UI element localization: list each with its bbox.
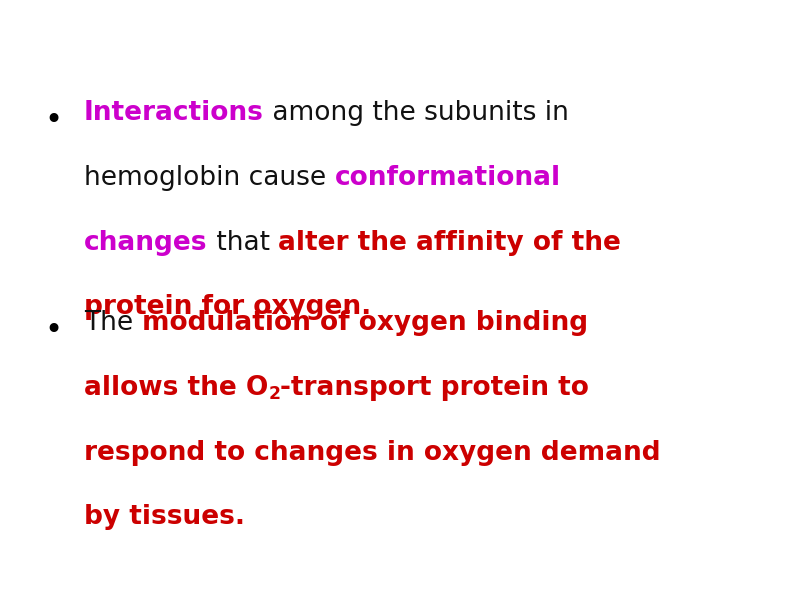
Text: allows the O: allows the O: [84, 375, 268, 401]
Text: by tissues.: by tissues.: [84, 505, 245, 530]
Text: The: The: [84, 310, 142, 336]
Text: alter the affinity of the: alter the affinity of the: [278, 230, 621, 256]
Text: that: that: [207, 230, 278, 256]
Text: -transport protein to: -transport protein to: [280, 375, 590, 401]
Text: respond to changes in oxygen demand: respond to changes in oxygen demand: [84, 440, 661, 466]
Text: Interactions: Interactions: [84, 100, 264, 126]
Text: among the subunits in: among the subunits in: [264, 100, 569, 126]
Text: protein for oxygen.: protein for oxygen.: [84, 295, 371, 320]
Text: modulation of oxygen binding: modulation of oxygen binding: [142, 310, 588, 336]
Text: conformational: conformational: [334, 165, 561, 191]
Text: 2: 2: [268, 385, 280, 403]
Text: •: •: [44, 106, 62, 135]
Text: hemoglobin cause: hemoglobin cause: [84, 165, 334, 191]
Text: •: •: [44, 316, 62, 345]
Text: changes: changes: [84, 230, 207, 256]
